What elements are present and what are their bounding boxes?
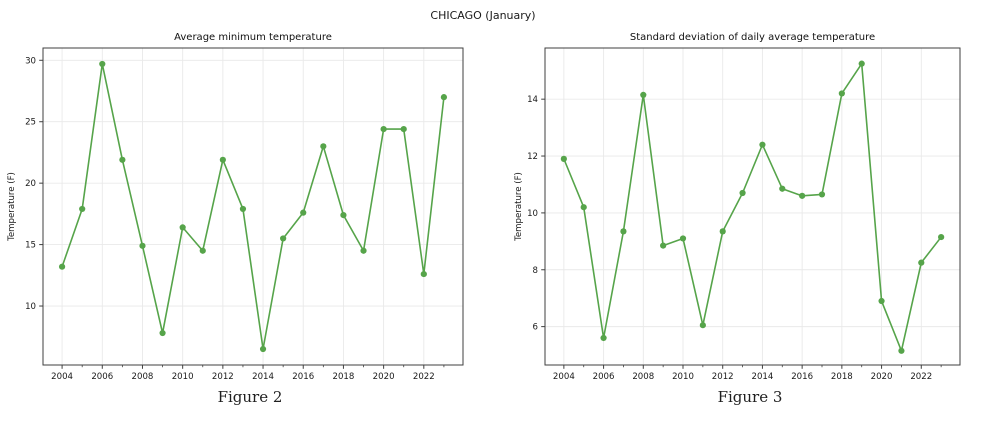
x-tick-label: 2010 — [672, 372, 694, 382]
data-point — [320, 143, 327, 150]
data-point — [838, 90, 845, 97]
chart-avg-min-temp: 2004 2006 2008 2010 2012 2014 2016 2018 2020 2022… — [7, 32, 464, 406]
x-tick-label: 2006 — [593, 372, 615, 382]
data-point — [640, 91, 647, 99]
data-point — [58, 263, 66, 270]
data-point — [139, 242, 146, 249]
data-point — [560, 155, 567, 162]
y-tick-label: 15 — [25, 241, 36, 251]
y-axis-label: Temperature (F) — [7, 172, 17, 242]
data-point — [79, 205, 86, 213]
x-tick-label: 2022 — [910, 372, 932, 382]
x-tick-label: 2018 — [831, 372, 853, 382]
data-point — [340, 212, 347, 219]
x-tick-label: 2016 — [791, 372, 813, 382]
y-tick-label: 10 — [527, 209, 538, 219]
x-tick-label: 2012 — [712, 372, 734, 382]
data-point — [620, 228, 627, 235]
x-tick-label: 2008 — [632, 372, 654, 382]
data-point — [818, 191, 826, 198]
x-tick-label: 2014 — [252, 372, 274, 382]
plot-frame — [544, 47, 961, 366]
x-tick-label: 2018 — [332, 372, 354, 382]
data-point — [739, 189, 746, 197]
y-tick-label: 20 — [25, 179, 36, 189]
y-tick-label: 6 — [533, 323, 538, 333]
data-point — [119, 156, 126, 163]
data-point — [679, 235, 687, 242]
x-tick-label: 2014 — [751, 372, 773, 382]
data-point — [99, 60, 106, 68]
data-point — [938, 233, 945, 241]
data-point — [858, 60, 865, 67]
data-point — [280, 235, 287, 242]
chart-title: Average minimum temperature — [174, 32, 332, 43]
data-point — [159, 329, 166, 337]
chart-caption-figure3: Figure 3 — [717, 388, 783, 406]
y-tick-label: 25 — [25, 118, 36, 128]
data-point — [219, 156, 226, 163]
y-tick-label: 14 — [527, 95, 538, 105]
data-point — [259, 345, 267, 353]
data-point — [918, 259, 925, 266]
figure-suptitle: CHICAGO (January) — [430, 9, 536, 22]
data-point — [799, 192, 806, 199]
data-point — [380, 125, 387, 133]
x-tick-label: 2020 — [871, 372, 893, 382]
y-tick-label: 30 — [25, 56, 36, 66]
data-point — [179, 224, 186, 231]
x-tick-label: 2004 — [553, 372, 575, 382]
data-point — [420, 270, 427, 278]
data-point — [878, 297, 885, 305]
data-point — [239, 205, 247, 213]
x-tick-label: 2010 — [172, 372, 194, 382]
data-point — [360, 247, 367, 254]
plot-frame — [42, 47, 464, 366]
chart-caption-figure2: Figure 2 — [217, 388, 283, 406]
data-point — [660, 242, 667, 249]
data-point — [600, 334, 607, 342]
y-tick-label: 10 — [25, 302, 36, 312]
x-tick-label: 2004 — [51, 372, 73, 382]
data-point — [779, 185, 786, 192]
y-tick-label: 12 — [527, 152, 538, 162]
data-point — [199, 247, 206, 254]
x-tick-label: 2008 — [132, 372, 154, 382]
x-tick-label: 2016 — [292, 372, 314, 382]
x-tick-label: 2022 — [413, 372, 435, 382]
data-point — [719, 228, 726, 235]
data-point — [440, 94, 448, 101]
chart-std-dev-temp: 2004 2006 2008 2010 2012 2014 2016 2018 2020 2022… — [500, 0, 1000, 425]
x-tick-label: 2020 — [373, 372, 395, 382]
chart-std-dev-temp-plot: 2004 2006 2008 2010 2012 2014 2016 2018 2020 2022… — [514, 32, 961, 382]
chart-avg-min-temp-plot: 2004 2006 2008 2010 2012 2014 2016 2018 2020 2022… — [7, 32, 464, 382]
data-point — [400, 125, 407, 133]
y-axis-label: Temperature (F) — [514, 172, 524, 242]
y-tick-label: 8 — [533, 266, 538, 276]
data-point — [759, 141, 766, 148]
data-point — [580, 204, 587, 211]
x-tick-label: 2006 — [91, 372, 113, 382]
chart-title: Standard deviation of daily average temp… — [630, 32, 875, 43]
data-point — [898, 347, 905, 354]
x-tick-label: 2012 — [212, 372, 234, 382]
data-point — [699, 322, 706, 329]
data-line — [563, 62, 942, 352]
data-point — [300, 209, 307, 216]
data-line — [61, 63, 445, 350]
